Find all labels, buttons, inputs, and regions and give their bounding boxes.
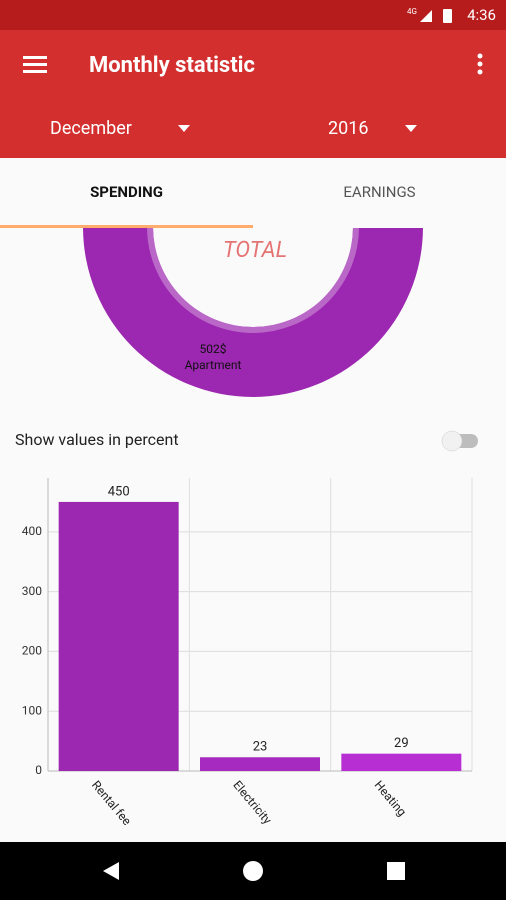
donut-segment <box>83 228 423 397</box>
value-label: 450 <box>108 484 130 499</box>
y-tick-label: 300 <box>22 584 42 598</box>
tab[interactable]: SPENDING <box>90 183 163 201</box>
month-dropdown[interactable]: December <box>50 118 190 139</box>
home-button[interactable] <box>243 861 263 881</box>
segment-name-label: Apartment <box>185 358 242 372</box>
segment-value-label: 502$ <box>200 342 227 356</box>
toggle-label: Show values in percent <box>15 430 179 449</box>
status-time: 4:36 <box>467 6 496 24</box>
tab[interactable]: EARNINGS <box>343 183 415 201</box>
x-tick-label: Rental fee <box>89 778 134 828</box>
status-bar <box>0 0 506 30</box>
tab-indicator <box>0 225 253 228</box>
month-label: December <box>50 118 132 139</box>
app-title: Monthly statistic <box>89 53 255 78</box>
y-tick-label: 100 <box>22 703 42 717</box>
donut-inner-ring <box>147 228 359 333</box>
tab-label: EARNINGS <box>343 183 415 201</box>
overflow-menu[interactable] <box>477 53 483 75</box>
percent-toggle[interactable] <box>441 430 478 452</box>
menu-button[interactable] <box>23 56 47 73</box>
donut-center-label: TOTAL <box>223 238 287 263</box>
value-label: 23 <box>253 740 268 755</box>
app-bar <box>0 30 506 158</box>
back-button[interactable] <box>103 862 119 880</box>
y-tick-label: 400 <box>22 524 42 538</box>
y-tick-label: 200 <box>22 644 42 658</box>
battery-icon <box>443 9 452 23</box>
signal-icon <box>420 10 432 22</box>
y-tick-label: 0 <box>35 763 42 777</box>
tab-label: SPENDING <box>90 183 163 201</box>
network-label: 4G <box>407 7 417 16</box>
x-tick-label: Electricity <box>230 778 274 827</box>
bar <box>341 753 462 771</box>
bar <box>58 501 179 771</box>
year-label: 2016 <box>328 118 368 139</box>
bar <box>200 757 320 771</box>
donut <box>83 228 423 397</box>
x-tick-label: Heating <box>372 778 410 819</box>
recents-button[interactable] <box>387 862 405 880</box>
value-label: 29 <box>394 736 409 751</box>
year-dropdown[interactable]: 2016 <box>328 118 417 139</box>
